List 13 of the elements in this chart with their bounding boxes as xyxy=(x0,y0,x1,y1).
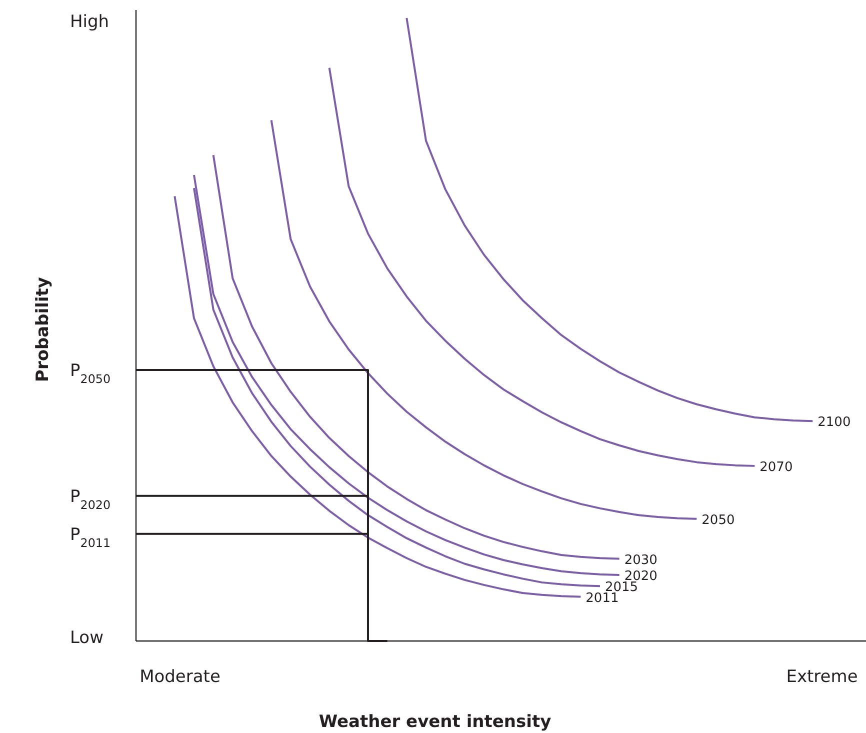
series-label: 2050 xyxy=(702,512,735,528)
text: High xyxy=(70,12,110,32)
series-label: P$_{2011}$ xyxy=(70,524,111,550)
text: Moderate xyxy=(140,667,220,687)
series-label: 2070 xyxy=(760,460,793,475)
text: Extreme xyxy=(786,667,858,687)
y-axis-title: Probability xyxy=(33,276,53,382)
x-axis-title: Weather event intensity xyxy=(318,712,552,732)
series-label: P$_{2020}$ xyxy=(70,486,111,512)
text: Low xyxy=(70,628,104,648)
series-label: 2030 xyxy=(624,552,658,568)
series-label: P$_{2050}$ xyxy=(70,360,111,386)
series-label: 2100 xyxy=(818,415,851,430)
